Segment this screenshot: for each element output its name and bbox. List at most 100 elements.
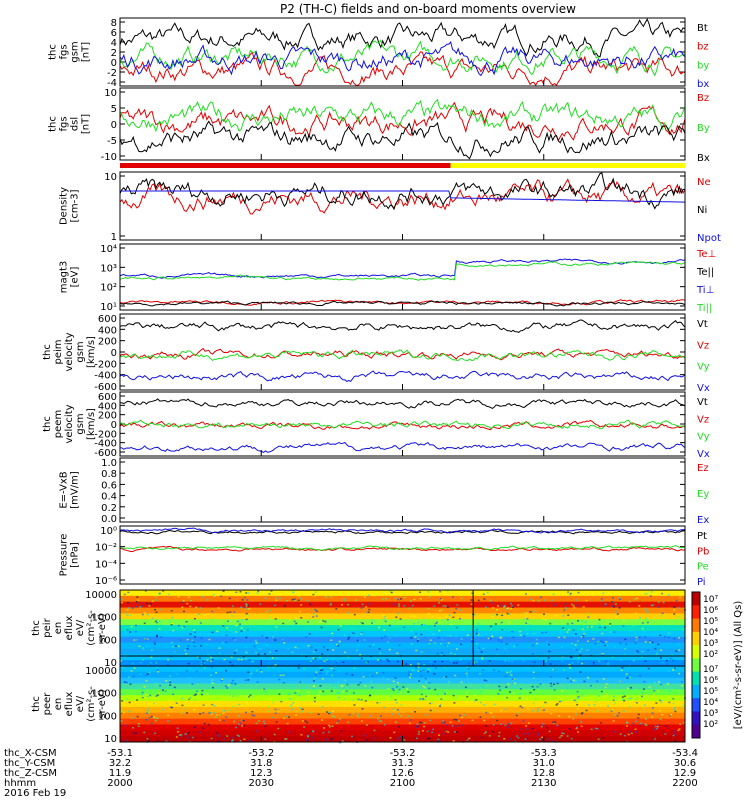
spectrogram-speckle [169,675,172,677]
legend-Vx: Vx [697,449,710,460]
spectrogram-speckle [610,593,613,596]
spectrogram-speckle [256,669,259,672]
spectrogram-speckle [535,638,538,641]
spectrogram-speckle [550,599,553,602]
legend-Pb: Pb [697,546,709,557]
spectrogram-speckle [605,623,608,625]
panel-ylabel: thcpeemvelocitygsm[km/s] [42,404,97,443]
spectrogram-speckle [150,715,153,718]
y-tick-label: -600 [94,382,117,393]
spectrogram-speckle [498,735,501,737]
spectrogram-speckle [576,640,579,642]
spectrogram-speckle [208,638,211,641]
spectrogram-speckle [448,681,451,683]
colorbar-segment [692,658,700,673]
spectrogram-speckle [218,719,221,721]
spectrogram-speckle [279,674,282,677]
spectrogram-speckle [566,687,569,689]
spectrogram-speckle [193,645,196,648]
spectrogram-speckle [210,711,213,714]
spectrogram-speckle [619,626,622,628]
spectrogram-speckle [225,641,228,644]
spectrogram-speckle [644,660,647,662]
spectrogram-speckle [531,709,534,712]
spectrogram-speckle [355,635,358,638]
spectrogram-speckle [243,596,246,599]
spectrogram-speckle [539,683,542,685]
spectrogram-speckle [359,704,362,707]
spectrogram-speckle [547,738,550,740]
spectrogram-speckle [214,716,217,719]
spectrogram-speckle [566,631,569,633]
spectrogram-speckle [207,723,210,726]
spectrogram-speckle [360,633,363,635]
spectrogram-speckle [256,681,259,683]
spectrogram-speckle [590,626,593,628]
spectrogram-speckle [121,685,124,688]
spectrogram-speckle [397,691,400,694]
spectrogram-speckle [314,674,317,676]
spectrogram-speckle [207,683,210,685]
spectrogram-speckle [309,603,312,606]
spectrogram-speckle [673,708,676,711]
spectrogram-speckle [297,599,300,602]
spectrogram-speckle [446,590,449,593]
spectrogram-speckle [431,701,434,704]
spectrogram-speckle [423,663,426,666]
spectrogram-speckle [409,719,412,721]
spectrogram-speckle [576,726,579,729]
spectrogram-speckle [568,715,571,718]
spectrogram-speckle [231,664,234,667]
spectrogram-speckle [321,719,324,721]
spectrogram-speckle [213,705,216,707]
spectrogram-speckle [325,658,328,661]
spectrogram-speckle [218,652,221,655]
spectrogram-speckle [156,669,159,671]
spectrogram-speckle [329,738,332,741]
spectrogram-speckle [397,612,400,615]
panel-ylabel: thcpeirenefluxeV/(cm²-s-sr-eV) [31,610,108,646]
spectrogram-speckle [664,635,667,638]
spectrogram-speckle [238,703,241,706]
spectrogram-speckle [419,721,422,724]
spectrogram-speckle [639,617,642,619]
spectrogram-speckle [121,666,124,668]
spectrogram-speckle [345,672,348,675]
spectrogram-speckle [222,712,225,715]
spectrogram-speckle [399,692,402,694]
spectrogram-speckle [266,710,269,712]
spectrogram-speckle [592,663,595,666]
spectrogram-speckle [568,728,571,730]
y-tick-label: 2 [111,48,117,59]
spectrogram-speckle [240,658,243,661]
spectrogram-speckle [681,662,684,665]
legend-Bz: Bz [697,93,709,104]
spectrogram-speckle [294,646,297,649]
colorbar-tick: 10⁵ [703,687,718,697]
ylabel-line: thc [31,696,42,712]
spectrogram-speckle [301,710,304,712]
spectrogram-band [120,730,685,737]
ylabel-line: [km/s] [86,336,97,368]
spectrogram-speckle [483,704,486,706]
spectrogram-speckle [555,615,558,617]
spectrogram-speckle [672,659,675,662]
spectrogram-speckle [541,631,544,634]
spectrogram-speckle [198,613,201,615]
y-tick-label: 0 [111,348,117,359]
spectrogram-speckle [601,632,604,635]
spectrogram-speckle [380,720,383,723]
spectrogram-speckle [601,654,604,657]
spectrogram-speckle [313,594,316,597]
spectrogram-speckle [218,735,221,737]
spectrogram-speckle [218,713,221,716]
spectrogram-speckle [650,591,653,593]
spectrogram-speckle [187,662,190,665]
spectrogram-speckle [641,695,644,698]
colorbar-segment [692,711,700,726]
series-line-Npot [120,190,685,203]
spectrogram-speckle [482,669,485,671]
spectrogram-speckle [398,726,401,728]
spectrogram-speckle [659,634,662,637]
y-tick-label: 100 [98,635,117,646]
